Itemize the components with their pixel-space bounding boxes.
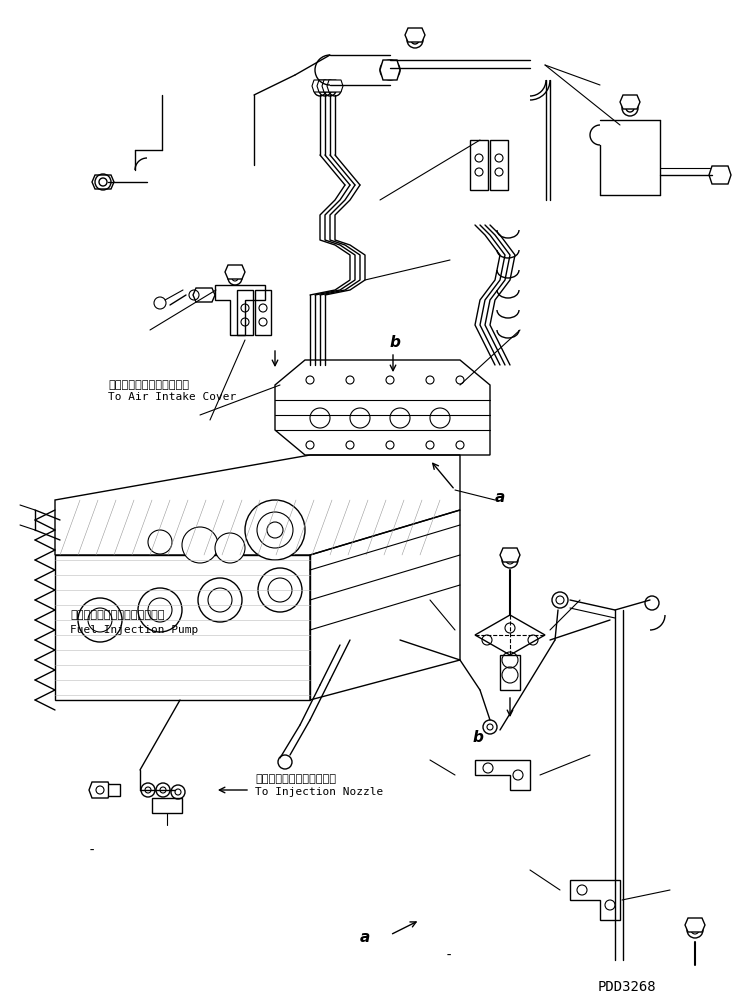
Polygon shape	[380, 60, 400, 80]
Polygon shape	[312, 80, 328, 92]
Bar	[237, 290, 253, 335]
Polygon shape	[89, 782, 111, 798]
Circle shape	[138, 588, 182, 632]
Bar	[470, 140, 488, 190]
Polygon shape	[500, 548, 520, 562]
Polygon shape	[317, 80, 333, 92]
Circle shape	[215, 533, 245, 563]
Text: Fuel Injection Pump: Fuel Injection Pump	[70, 625, 198, 635]
Circle shape	[208, 588, 232, 612]
Text: a: a	[360, 930, 370, 945]
Circle shape	[78, 598, 122, 642]
Circle shape	[182, 527, 218, 563]
Circle shape	[267, 522, 283, 538]
Text: b: b	[473, 730, 484, 745]
Polygon shape	[620, 95, 640, 109]
Bar	[108, 784, 120, 796]
Polygon shape	[709, 166, 731, 184]
Bar	[500, 655, 520, 690]
Polygon shape	[225, 265, 245, 279]
Text: a: a	[495, 490, 505, 505]
Polygon shape	[685, 918, 705, 932]
Polygon shape	[475, 615, 545, 655]
Bar	[490, 140, 508, 190]
Text: PDD3268: PDD3268	[598, 980, 657, 994]
Polygon shape	[193, 288, 215, 302]
Circle shape	[148, 530, 172, 554]
Circle shape	[148, 598, 172, 622]
Text: b: b	[390, 335, 401, 350]
Circle shape	[88, 608, 112, 632]
Polygon shape	[405, 28, 425, 42]
Bar	[255, 290, 271, 335]
Circle shape	[257, 512, 293, 548]
Text: インジェクションノズルヘ: インジェクションノズルヘ	[255, 774, 336, 784]
Bar	[152, 798, 182, 813]
Text: フェルインジェクションポンプ: フェルインジェクションポンプ	[70, 610, 165, 620]
Text: -: -	[88, 844, 97, 858]
Text: -: -	[445, 949, 453, 963]
Polygon shape	[322, 80, 338, 92]
Polygon shape	[327, 80, 343, 92]
Circle shape	[268, 578, 292, 602]
Circle shape	[245, 500, 305, 560]
Text: エアーインテークカバーヘ: エアーインテークカバーヘ	[108, 380, 189, 390]
Circle shape	[198, 578, 242, 622]
Text: To Injection Nozzle: To Injection Nozzle	[255, 787, 384, 797]
Text: To Air Intake Cover: To Air Intake Cover	[108, 392, 236, 402]
Circle shape	[258, 568, 302, 612]
